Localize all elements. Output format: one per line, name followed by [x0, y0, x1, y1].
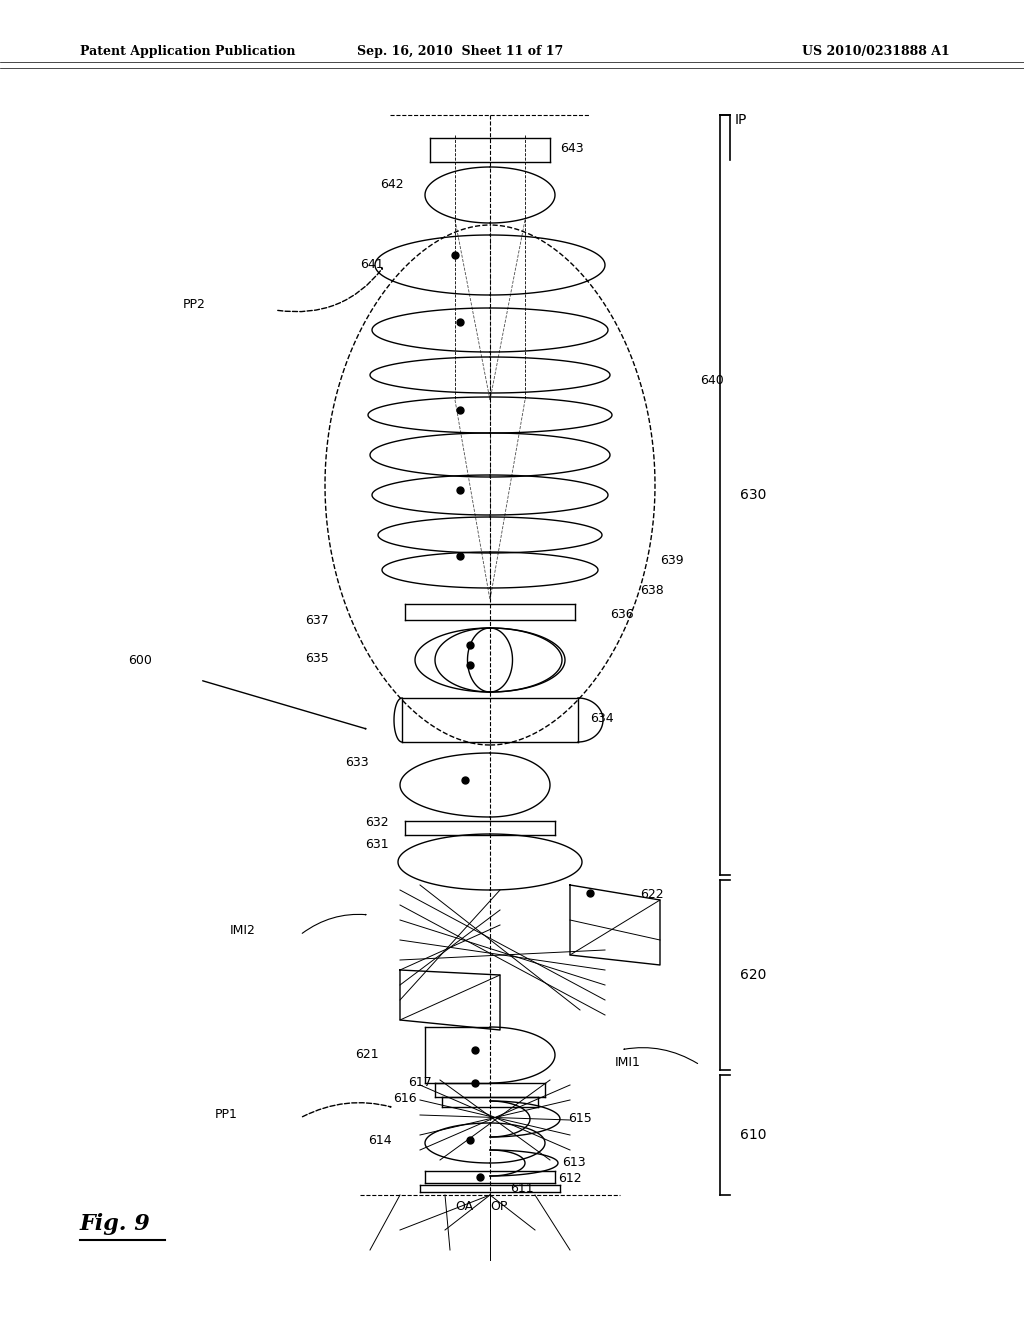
Text: 643: 643: [560, 141, 584, 154]
Text: 638: 638: [640, 583, 664, 597]
Text: 615: 615: [568, 1111, 592, 1125]
Text: 617: 617: [408, 1076, 432, 1089]
Text: PP2: PP2: [183, 298, 206, 312]
FancyArrowPatch shape: [302, 915, 366, 933]
Text: 633: 633: [345, 755, 369, 768]
Text: 635: 635: [305, 652, 329, 664]
Text: 634: 634: [590, 711, 613, 725]
Text: 614: 614: [368, 1134, 391, 1147]
Text: Patent Application Publication: Patent Application Publication: [80, 45, 296, 58]
Text: 621: 621: [355, 1048, 379, 1061]
Text: IMI1: IMI1: [615, 1056, 641, 1068]
FancyArrowPatch shape: [203, 681, 366, 729]
Text: PP1: PP1: [215, 1109, 238, 1122]
Text: 640: 640: [700, 374, 724, 387]
Text: IP: IP: [735, 114, 748, 127]
Text: 610: 610: [740, 1129, 767, 1142]
Text: 612: 612: [558, 1172, 582, 1184]
FancyArrowPatch shape: [302, 1102, 391, 1117]
Text: OP: OP: [490, 1200, 507, 1213]
Text: 639: 639: [660, 553, 684, 566]
FancyArrowPatch shape: [624, 1048, 697, 1064]
Text: 630: 630: [740, 488, 766, 502]
Text: IMI2: IMI2: [230, 924, 256, 936]
Text: 620: 620: [740, 968, 766, 982]
Text: 631: 631: [365, 838, 389, 851]
Text: US 2010/0231888 A1: US 2010/0231888 A1: [802, 45, 950, 58]
Text: 613: 613: [562, 1155, 586, 1168]
Text: 642: 642: [380, 178, 403, 191]
Text: Fig. 9: Fig. 9: [80, 1213, 151, 1236]
Text: Sep. 16, 2010  Sheet 11 of 17: Sep. 16, 2010 Sheet 11 of 17: [357, 45, 563, 58]
Text: 611: 611: [510, 1181, 534, 1195]
Text: OA: OA: [455, 1200, 473, 1213]
Text: 632: 632: [365, 816, 389, 829]
Text: 637: 637: [305, 614, 329, 627]
FancyArrowPatch shape: [278, 268, 382, 312]
Text: 622: 622: [640, 888, 664, 902]
Text: 641: 641: [360, 259, 384, 272]
Text: 616: 616: [393, 1092, 417, 1105]
Text: 636: 636: [610, 609, 634, 622]
Text: 600: 600: [128, 653, 152, 667]
